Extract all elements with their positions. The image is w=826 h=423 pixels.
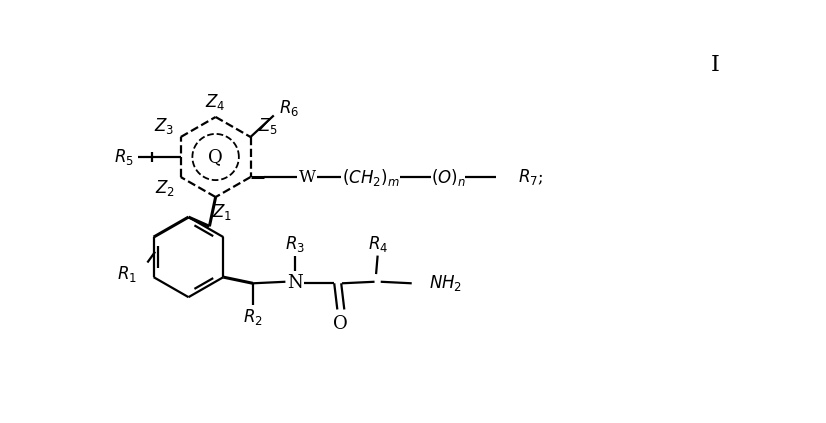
Text: O: O [333,315,348,333]
Text: $Z_4$: $Z_4$ [206,92,225,113]
Text: $R_3$: $R_3$ [285,234,305,254]
Text: $Z_1$: $Z_1$ [211,203,232,222]
Text: $R_4$: $R_4$ [368,234,387,254]
Text: $(CH_2)_m$: $(CH_2)_m$ [342,167,400,187]
Text: $NH_2$: $NH_2$ [429,273,462,293]
Text: $R_6$: $R_6$ [279,98,299,118]
Text: $R_7$;: $R_7$; [518,167,544,187]
Text: $Z_5$: $Z_5$ [258,116,278,136]
Text: $Z_2$: $Z_2$ [155,178,175,198]
Text: N: N [287,274,302,292]
Text: $Z_3$: $Z_3$ [154,116,173,136]
Text: Q: Q [208,148,223,166]
Text: I: I [711,54,720,76]
Text: W: W [298,168,316,186]
Text: $R_5$: $R_5$ [114,147,134,167]
Text: $R_1$: $R_1$ [116,264,136,284]
Text: $(O)_n$: $(O)_n$ [430,167,466,187]
Text: $R_2$: $R_2$ [243,307,263,327]
